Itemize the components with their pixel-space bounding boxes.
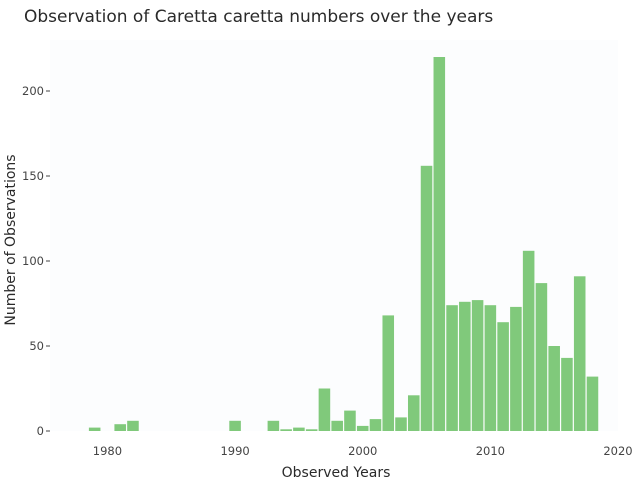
bar-2018 [586,376,599,431]
x-tick-label: 2000 [348,444,377,458]
bar-1993 [267,420,280,431]
x-tick-label: 1990 [220,444,249,458]
bar-2011 [497,322,509,431]
bar-2006 [433,57,446,431]
bar-2015 [548,346,560,431]
y-axis-ticks: 0 50 100 150 200 [22,84,50,438]
bar-1982 [127,420,139,431]
bar-1997 [318,388,331,431]
bar-2003 [395,417,407,431]
bar-2013 [522,250,535,431]
bar-2016 [561,357,573,431]
x-axis-title: Observed Years [282,465,391,480]
y-axis-title: Number of Observations [3,154,19,325]
bar-2010 [484,305,497,431]
x-axis-ticks: 1980 1990 2000 2010 2020 [93,444,633,458]
bar-1999 [344,410,356,431]
x-tick-label: 2010 [476,444,505,458]
bar-2007 [446,305,458,431]
bar-1981 [114,424,126,431]
x-tick-label: 2020 [603,444,632,458]
bar-2005 [420,165,433,432]
bar-1996 [305,429,318,431]
bar-2017 [573,276,586,431]
x-tick-label: 1980 [93,444,122,458]
bar-2008 [459,301,471,431]
bar-1979 [88,427,101,431]
bar-1990 [229,420,241,431]
y-tick-label: 100 [22,254,44,268]
bar-2000 [356,425,369,431]
bar-2001 [369,419,382,431]
bar-2014 [535,283,548,431]
y-tick-label: 150 [22,169,44,183]
chart-title: Observation of Caretta caretta numbers o… [24,7,493,27]
bar-2012 [510,306,522,431]
bars-group [88,57,599,432]
y-tick-label: 0 [37,424,44,438]
bar-2009 [471,300,484,431]
bar-1998 [331,420,343,431]
bar-1995 [293,427,305,431]
y-tick-label: 200 [22,84,44,98]
y-tick-label: 50 [29,339,44,353]
bar-1994 [280,429,292,431]
bar-2004 [407,395,420,431]
bar-2002 [382,315,395,431]
